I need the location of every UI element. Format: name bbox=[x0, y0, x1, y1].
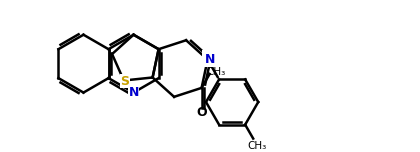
Text: CH₃: CH₃ bbox=[247, 140, 267, 150]
Text: N: N bbox=[205, 53, 215, 66]
Text: N: N bbox=[129, 86, 139, 99]
Text: CH₃: CH₃ bbox=[206, 67, 225, 77]
Text: N: N bbox=[202, 51, 213, 64]
Text: O: O bbox=[196, 106, 207, 119]
Text: S: S bbox=[120, 75, 129, 88]
